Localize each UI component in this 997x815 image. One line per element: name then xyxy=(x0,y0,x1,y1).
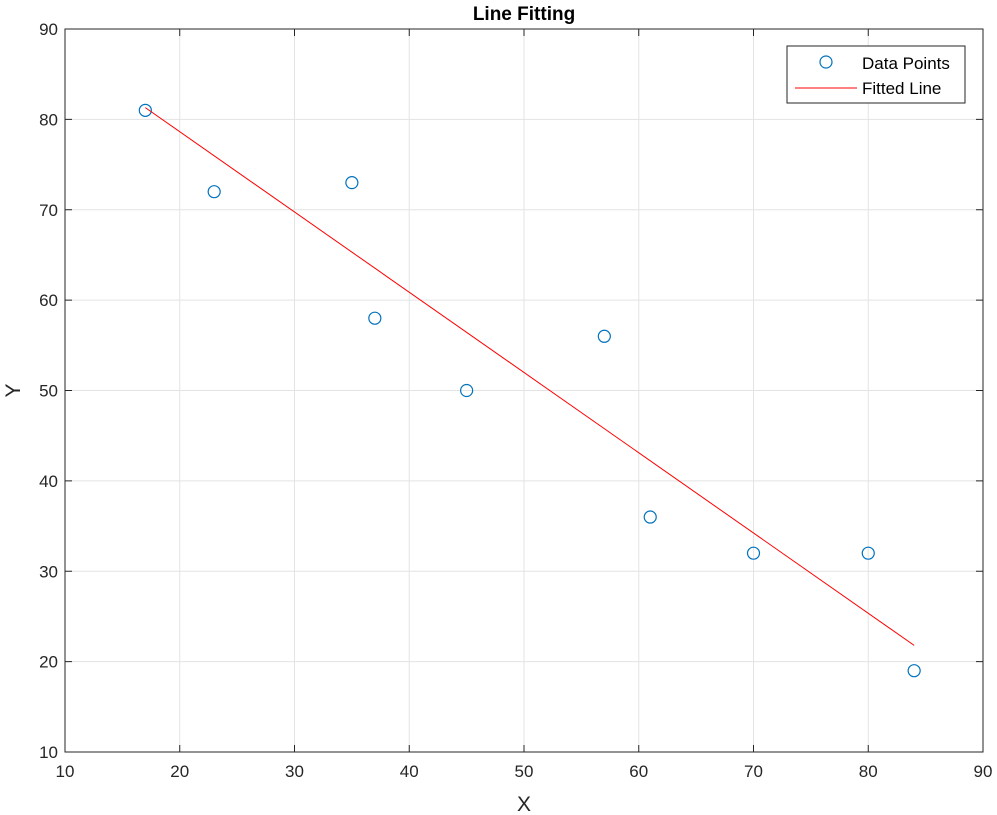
y-tick-label: 30 xyxy=(39,562,58,581)
data-point xyxy=(345,176,359,190)
fitted-line-segment xyxy=(145,107,915,646)
data-point xyxy=(907,664,921,678)
x-tick-label: 80 xyxy=(859,762,878,781)
y-tick-label: 90 xyxy=(39,20,58,39)
data-point xyxy=(597,329,611,343)
data-point xyxy=(643,510,657,524)
x-tick-label: 90 xyxy=(974,762,993,781)
series-layer xyxy=(138,103,921,678)
y-axis-label: Y xyxy=(2,383,25,397)
y-tick-label: 20 xyxy=(39,653,58,672)
y-tick-label: 60 xyxy=(39,291,58,310)
legend: Data Points Fitted Line xyxy=(786,45,966,104)
y-tick-label: 80 xyxy=(39,110,58,129)
x-axis-label: X xyxy=(517,793,531,815)
x-tick-label: 60 xyxy=(629,762,648,781)
legend-label-data-points: Data Points xyxy=(862,54,950,73)
x-tick-label: 10 xyxy=(56,762,75,781)
y-tick-label: 10 xyxy=(39,743,58,762)
legend-marker-data-points xyxy=(819,55,833,69)
y-tick-label: 70 xyxy=(39,201,58,220)
data-point xyxy=(207,185,221,199)
data-point xyxy=(138,103,152,117)
y-tick-label: 40 xyxy=(39,472,58,491)
chart-title: Line Fitting xyxy=(473,4,575,25)
data-point xyxy=(460,383,474,398)
legend-box xyxy=(786,45,966,104)
x-tick-label: 30 xyxy=(285,762,304,781)
x-tick-label: 50 xyxy=(515,762,534,781)
x-tick-label: 40 xyxy=(400,762,419,781)
x-tick-label: 70 xyxy=(744,762,763,781)
data-point xyxy=(368,311,382,325)
data-point xyxy=(746,546,761,560)
grid xyxy=(64,28,984,753)
y-tick-label: 50 xyxy=(39,382,58,401)
data-point xyxy=(861,546,875,560)
x-tick-label: 20 xyxy=(170,762,189,781)
axes: 10 20 30 40 50 60 70 80 90 10 20 30 40 50 60 70 80 90 xyxy=(39,20,992,781)
legend-label-fitted-line: Fitted Line xyxy=(862,79,941,98)
